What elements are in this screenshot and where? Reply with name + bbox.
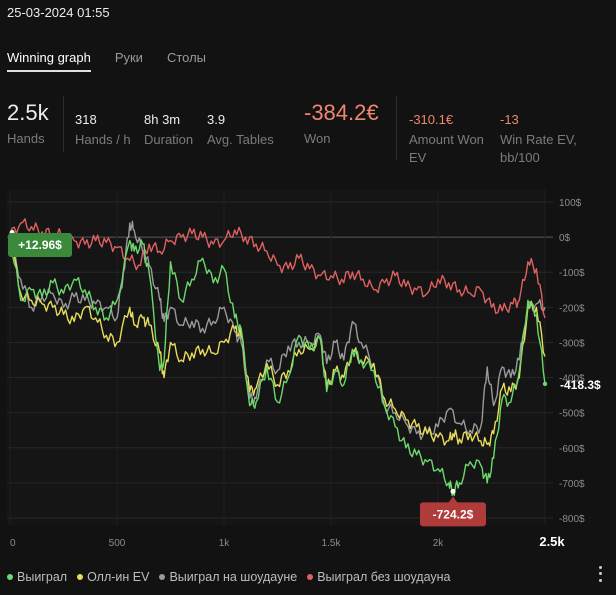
x-tick-label: 0 [10, 538, 16, 549]
tab-tables[interactable]: Столы [166, 50, 207, 65]
chart-axes: 100$ 0$ -100$ -200$ -300$ -400$ -500$ -600$ -700… [10, 198, 585, 549]
x-tick-label: 2.5k [539, 534, 565, 549]
min-badge [419, 502, 486, 527]
more-options-icon[interactable] [594, 564, 606, 584]
stat-duration: 8h 3m Duration [144, 112, 193, 149]
stat-hands: 2.5k Hands [7, 100, 49, 148]
stat-win-rate-ev-label: Win Rate EV, bb/100 [500, 131, 577, 167]
winning-graph-chart[interactable]: 100$ 0$ -100$ -200$ -300$ -400$ -500$ -600$ -700… [0, 0, 616, 560]
stat-duration-value: 8h 3m [144, 112, 181, 127]
x-tick-label: 1k [219, 538, 231, 549]
stats-divider-2 [396, 96, 397, 160]
y-tick-label: -200$ [559, 303, 585, 314]
min-badge-label: -724.2$ [433, 507, 474, 521]
stat-won: -384.2€ Won [304, 100, 379, 148]
stat-duration-label: Duration [144, 132, 194, 147]
stat-amount-won-ev-label-line2: EV [409, 150, 427, 165]
y-tick-label: 100$ [559, 198, 582, 209]
stat-amount-won-ev-label-line1: Amount Won [409, 132, 484, 147]
stat-hands-per-hour-value: 318 [75, 112, 97, 127]
stat-avg-tables: 3.9 Avg. Tables [207, 112, 274, 149]
more-dot-1 [598, 565, 602, 569]
min-point-marker [450, 488, 456, 494]
legend-item-allin-ev[interactable]: Олл-ин EV [77, 570, 149, 584]
legend-item-won[interactable]: Выиграл [7, 570, 67, 584]
chart-series [9, 218, 546, 497]
y-tick-label: -600$ [559, 444, 585, 455]
chart-markers: -418.3$ +12.96$ -724.2$ [8, 230, 601, 527]
y-tick-label: -800$ [559, 514, 585, 525]
stat-avg-tables-value: 3.9 [207, 112, 226, 127]
chart-legend: Выиграл Олл-ин EV Выиграл на шоудауне Вы… [7, 570, 451, 584]
plot-background [7, 190, 545, 525]
stat-hands-label: Hands [7, 131, 45, 146]
tab-hands[interactable]: Руки [114, 50, 143, 65]
more-dot-2 [598, 572, 602, 576]
stat-hands-value: 2.5k [7, 100, 49, 125]
min-badge-pointer [447, 496, 458, 504]
series-line-non_showdown [9, 218, 546, 319]
stat-win-rate-ev-label-line1: Win Rate EV, [500, 132, 577, 147]
legend-dot-non-showdown [307, 574, 314, 580]
series-line-allin_ev [9, 237, 546, 447]
stat-win-rate-ev-label-line2: bb/100 [500, 150, 540, 165]
y-tick-label: -500$ [559, 409, 585, 420]
legend-label-non-showdown: Выиграл без шоудауна [317, 570, 451, 584]
stat-win-rate-ev-value: -13 [500, 112, 519, 127]
end-point-marker [542, 381, 548, 387]
end-value-label: -418.3$ [560, 378, 601, 392]
legend-label-allin-ev: Олл-ин EV [87, 570, 150, 584]
y-tick-label: -100$ [559, 268, 585, 279]
stat-won-value: -384.2€ [304, 100, 379, 125]
stat-hands-per-hour: 318 Hands / h [75, 112, 131, 149]
legend-dot-won [7, 574, 13, 580]
max-badge-label: +12.96$ [18, 238, 62, 252]
stat-amount-won-ev: -310.1€ Amount Won EV [409, 112, 484, 167]
max-badge [8, 233, 72, 257]
legend-item-non-showdown[interactable]: Выиграл без шоудауна [307, 570, 451, 584]
stat-amount-won-ev-value: -310.1€ [409, 112, 454, 127]
y-tick-label: 0$ [559, 233, 571, 244]
y-tick-label: -400$ [559, 374, 585, 385]
stats-divider [63, 96, 64, 152]
max-badge-pointer [13, 233, 22, 237]
legend-item-showdown[interactable]: Выиграл на шоудауне [159, 570, 297, 584]
x-tick-label: 500 [109, 538, 126, 549]
stat-win-rate-ev: -13 Win Rate EV, bb/100 [500, 112, 577, 167]
y-tick-label: -700$ [559, 479, 585, 490]
x-tick-label: 1.5k [322, 538, 342, 549]
session-timestamp: 25-03-2024 01:55 [7, 5, 110, 20]
x-tick-label: 2k [433, 538, 445, 549]
tab-winning-graph[interactable]: Winning graph [7, 50, 91, 72]
series-line-won [9, 235, 546, 497]
y-tick-label: -300$ [559, 338, 585, 349]
stat-won-label: Won [304, 131, 331, 146]
legend-dot-allin-ev [77, 574, 84, 580]
series-line-showdown [9, 220, 546, 441]
stat-avg-tables-label: Avg. Tables [207, 132, 274, 147]
stat-hands-per-hour-label: Hands / h [75, 132, 131, 147]
legend-label-showdown: Выиграл на шоудауне [169, 570, 298, 584]
stat-amount-won-ev-label: Amount Won EV [409, 131, 484, 167]
more-dot-3 [598, 579, 602, 583]
legend-dot-showdown [159, 574, 166, 580]
legend-label-won: Выиграл [17, 570, 68, 584]
chart-grid [7, 190, 553, 525]
tab-bar: Winning graph Руки Столы [7, 50, 206, 74]
